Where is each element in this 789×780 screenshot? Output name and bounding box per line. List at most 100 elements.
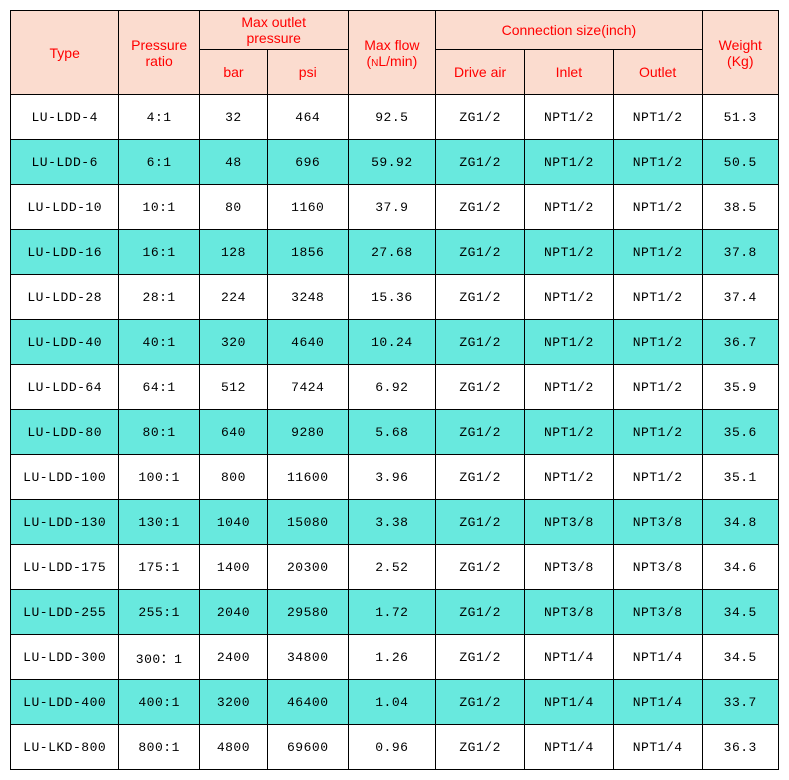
cell-ratio: 64:1 [119,365,200,410]
cell-ratio: 16:1 [119,230,200,275]
cell-flow: 1.04 [348,680,436,725]
cell-ratio: 255:1 [119,590,200,635]
cell-drive: ZG1/2 [436,725,525,770]
cell-inlet: NPT1/2 [525,365,614,410]
cell-psi: 46400 [268,680,349,725]
header-weight: Weight(Kg) [702,11,778,95]
header-bar: bar [199,50,267,95]
header-drive-air: Drive air [436,50,525,95]
cell-flow: 1.26 [348,635,436,680]
cell-type: LU-LDD-175 [11,545,119,590]
cell-ratio: 6:1 [119,140,200,185]
cell-ratio: 400:1 [119,680,200,725]
table-row: LU-LDD-175175:11400203002.52ZG1/2NPT3/8N… [11,545,779,590]
header-psi: psi [268,50,349,95]
cell-flow: 1.72 [348,590,436,635]
cell-inlet: NPT1/2 [525,140,614,185]
cell-weight: 37.4 [702,275,778,320]
table-row: LU-LDD-2828:1224324815.36ZG1/2NPT1/2NPT1… [11,275,779,320]
cell-inlet: NPT1/2 [525,185,614,230]
cell-psi: 29580 [268,590,349,635]
cell-type: LU-LDD-40 [11,320,119,365]
cell-drive: ZG1/2 [436,185,525,230]
cell-flow: 0.96 [348,725,436,770]
cell-flow: 3.38 [348,500,436,545]
table-row: LU-LDD-4040:1320464010.24ZG1/2NPT1/2NPT1… [11,320,779,365]
table-row: LU-LDD-6464:151274246.92ZG1/2NPT1/2NPT1/… [11,365,779,410]
cell-bar: 800 [199,455,267,500]
cell-outlet: NPT1/2 [613,365,702,410]
cell-bar: 48 [199,140,267,185]
cell-outlet: NPT1/2 [613,410,702,455]
cell-inlet: NPT1/2 [525,275,614,320]
cell-psi: 9280 [268,410,349,455]
cell-weight: 34.5 [702,590,778,635]
cell-ratio: 80:1 [119,410,200,455]
cell-ratio: 28:1 [119,275,200,320]
cell-inlet: NPT1/4 [525,680,614,725]
cell-drive: ZG1/2 [436,275,525,320]
cell-psi: 34800 [268,635,349,680]
cell-inlet: NPT3/8 [525,590,614,635]
spec-table: Type Pressureratio Max outletpressure Ma… [10,10,779,770]
table-row: LU-LKD-800800:14800696000.96ZG1/2NPT1/4N… [11,725,779,770]
cell-flow: 6.92 [348,365,436,410]
cell-type: LU-LKD-800 [11,725,119,770]
cell-type: LU-LDD-6 [11,140,119,185]
cell-weight: 34.5 [702,635,778,680]
cell-ratio: 800:1 [119,725,200,770]
cell-bar: 80 [199,185,267,230]
cell-outlet: NPT1/2 [613,455,702,500]
cell-drive: ZG1/2 [436,230,525,275]
header-type: Type [11,11,119,95]
table-row: LU-LDD-400400:13200464001.04ZG1/2NPT1/4N… [11,680,779,725]
cell-inlet: NPT1/4 [525,725,614,770]
cell-weight: 51.3 [702,95,778,140]
cell-ratio: 300：1 [119,635,200,680]
cell-bar: 3200 [199,680,267,725]
cell-weight: 35.1 [702,455,778,500]
cell-weight: 34.6 [702,545,778,590]
table-row: LU-LDD-44:13246492.5ZG1/2NPT1/2NPT1/251.… [11,95,779,140]
cell-weight: 37.8 [702,230,778,275]
cell-psi: 20300 [268,545,349,590]
cell-inlet: NPT3/8 [525,545,614,590]
header-pressure-ratio: Pressureratio [119,11,200,95]
cell-inlet: NPT1/2 [525,230,614,275]
cell-outlet: NPT1/2 [613,275,702,320]
cell-inlet: NPT1/2 [525,455,614,500]
cell-weight: 38.5 [702,185,778,230]
table-row: LU-LDD-100100:1800116003.96ZG1/2NPT1/2NP… [11,455,779,500]
cell-type: LU-LDD-300 [11,635,119,680]
header-max-outlet: Max outletpressure [199,11,348,50]
cell-outlet: NPT1/4 [613,635,702,680]
table-row: LU-LDD-130130:11040150803.38ZG1/2NPT3/8N… [11,500,779,545]
cell-weight: 34.8 [702,500,778,545]
cell-drive: ZG1/2 [436,500,525,545]
cell-psi: 696 [268,140,349,185]
cell-flow: 59.92 [348,140,436,185]
cell-drive: ZG1/2 [436,365,525,410]
cell-drive: ZG1/2 [436,95,525,140]
cell-psi: 11600 [268,455,349,500]
cell-inlet: NPT1/2 [525,95,614,140]
cell-flow: 10.24 [348,320,436,365]
cell-bar: 512 [199,365,267,410]
cell-bar: 224 [199,275,267,320]
cell-bar: 640 [199,410,267,455]
cell-ratio: 4:1 [119,95,200,140]
header-inlet: Inlet [525,50,614,95]
cell-psi: 1856 [268,230,349,275]
cell-flow: 3.96 [348,455,436,500]
cell-psi: 4640 [268,320,349,365]
cell-bar: 2040 [199,590,267,635]
cell-inlet: NPT3/8 [525,500,614,545]
cell-outlet: NPT1/2 [613,95,702,140]
cell-outlet: NPT1/2 [613,185,702,230]
cell-ratio: 175:1 [119,545,200,590]
header-outlet: Outlet [613,50,702,95]
cell-psi: 15080 [268,500,349,545]
table-body: LU-LDD-44:13246492.5ZG1/2NPT1/2NPT1/251.… [11,95,779,770]
cell-type: LU-LDD-100 [11,455,119,500]
cell-psi: 1160 [268,185,349,230]
